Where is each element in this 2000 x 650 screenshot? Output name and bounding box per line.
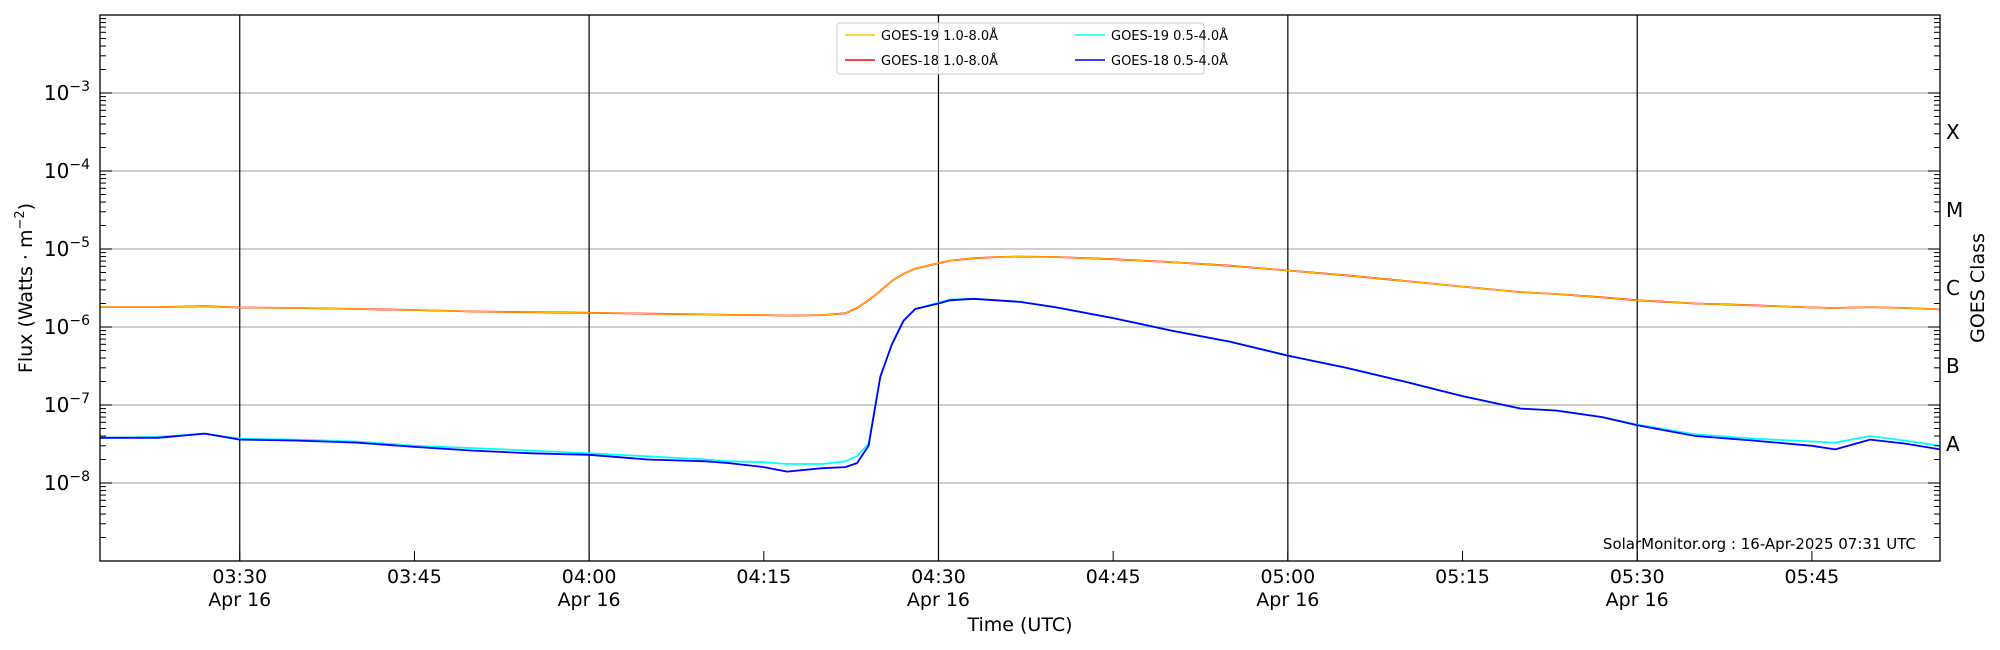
series-line-3 — [100, 297, 1941, 473]
x-axis-label: Time (UTC) — [966, 614, 1072, 636]
x-tick-date: Apr 16 — [907, 589, 970, 611]
annotation: SolarMonitor.org : 16-Apr-2025 07:31 UTC — [1603, 535, 1916, 553]
series-line-1 — [100, 255, 1941, 317]
legend-label: GOES-18 1.0-8.0Å — [881, 53, 998, 69]
x-tick-label: 04:30 — [911, 566, 966, 588]
goes-class-labels: X M C B A — [1946, 120, 1963, 456]
x-tick-label: 05:15 — [1435, 566, 1490, 588]
legend-label: GOES-19 0.5-4.0Å — [1111, 28, 1228, 44]
legend-label: GOES-19 1.0-8.0Å — [881, 28, 998, 44]
x-tick-date: Apr 16 — [1256, 589, 1319, 611]
goes-class-label-M: M — [1946, 198, 1963, 222]
grid-lines — [100, 92, 1940, 484]
date-marker-lines — [239, 15, 1638, 561]
x-tick-label: 04:15 — [736, 566, 791, 588]
plot-frame — [99, 14, 1941, 562]
goes-class-label-X: X — [1946, 120, 1960, 144]
y2-axis-label: GOES Class — [1967, 233, 1989, 343]
y-tick-label: 10−4 — [44, 157, 90, 183]
y-tick-label: 10−5 — [44, 235, 90, 261]
series-line-0 — [100, 256, 1941, 317]
x-tick-date: Apr 16 — [558, 589, 621, 611]
x-tick-label: 05:30 — [1610, 566, 1665, 588]
x-tick-date: Apr 16 — [1606, 589, 1669, 611]
y-tick-label: 10−8 — [44, 469, 90, 495]
y-axis-label: Flux (Watts · m−2) — [13, 203, 37, 373]
goes-class-label-B: B — [1946, 354, 1960, 378]
x-tick-label: 03:45 — [387, 566, 442, 588]
y-tick-label: 10−7 — [44, 391, 90, 417]
y-tick-label: 10−6 — [44, 313, 90, 339]
x-tick-label: 04:00 — [562, 566, 617, 588]
x-tick-label: 04:45 — [1086, 566, 1141, 588]
y-tick-label: 10−3 — [44, 79, 90, 105]
series-line-2 — [99, 297, 1941, 465]
x-tick-date: Apr 16 — [208, 589, 271, 611]
x-tick-label: 05:00 — [1260, 566, 1315, 588]
axis-ticks — [100, 14, 1940, 562]
series-lines — [99, 255, 1941, 473]
goes-class-label-C: C — [1946, 276, 1960, 300]
goes-class-label-A: A — [1946, 432, 1960, 456]
x-tick-label: 05:45 — [1785, 566, 1840, 588]
legend-label: GOES-18 0.5-4.0Å — [1111, 53, 1228, 69]
legend: GOES-19 1.0-8.0Å GOES-19 0.5-4.0Å GOES-18 … — [836, 22, 1228, 75]
y-tick-labels: 10−3 10−4 10−5 10−6 10−7 10−8 — [44, 79, 90, 495]
x-tick-label: 03:30 — [212, 566, 267, 588]
